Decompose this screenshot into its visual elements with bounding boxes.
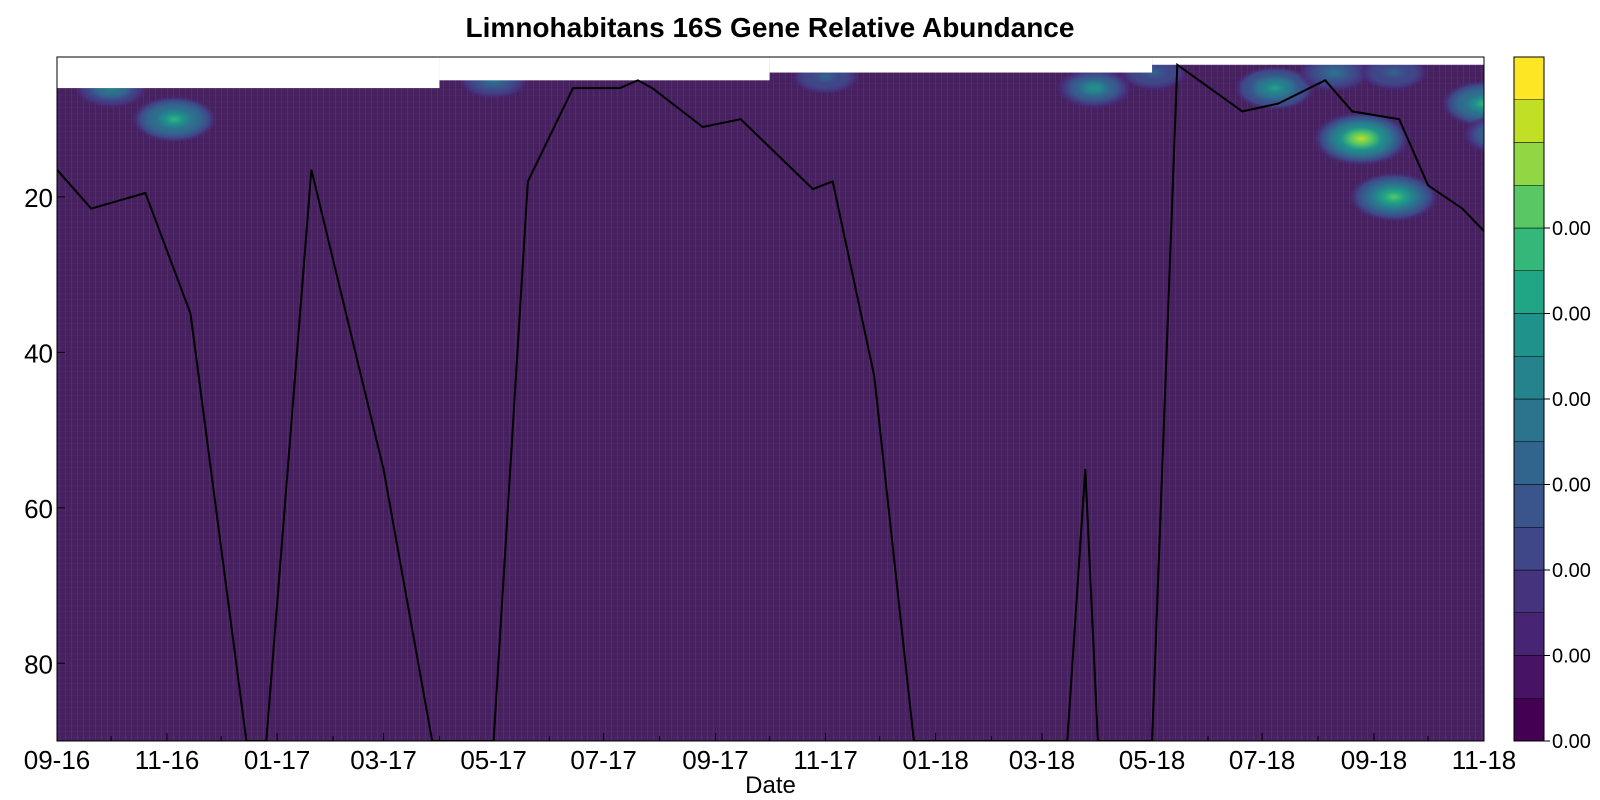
colorbar-segment <box>1513 569 1545 613</box>
colorbar-segment <box>1513 612 1545 656</box>
heatmap-background <box>57 57 1484 741</box>
x-tick-label: 09-17 <box>682 745 749 775</box>
x-tick-label: 07-17 <box>570 745 637 775</box>
colorbar-segment <box>1513 56 1545 100</box>
x-tick-label: 01-18 <box>902 745 969 775</box>
chart-title: Limnohabitans 16S Gene Relative Abundanc… <box>465 12 1075 43</box>
colorbar-segment <box>1513 313 1545 357</box>
heatmap-hotspot <box>1233 65 1316 111</box>
x-tick-label: 03-18 <box>1009 745 1076 775</box>
colorbar-segment <box>1513 185 1545 229</box>
no-data-region <box>57 57 440 89</box>
heatmap-hotspot <box>130 95 218 143</box>
colorbar-segment <box>1513 142 1545 186</box>
x-tick-label: 11-17 <box>793 745 858 775</box>
x-tick-label: 05-18 <box>1119 745 1186 775</box>
colorbar-segment <box>1513 270 1545 314</box>
colorbar-segment <box>1513 227 1545 271</box>
depth-line <box>57 62 1484 741</box>
colorbar-tick-label: 0.00 <box>1552 560 1591 582</box>
heatmap-area <box>57 57 1484 741</box>
colorbar-tick-label: 0.00 <box>1552 731 1591 753</box>
heatmap-hotspot <box>1297 57 1372 93</box>
x-tick-label: 11-18 <box>1452 745 1517 775</box>
x-tick-label: 09-18 <box>1341 745 1408 775</box>
no-data-region <box>769 57 1153 73</box>
x-tick-label: 01-17 <box>244 745 311 775</box>
colorbar-segment <box>1513 356 1545 400</box>
heatmap-hotspot <box>1359 57 1429 91</box>
colorbar-segment <box>1513 698 1545 742</box>
x-tick-label: 09-16 <box>24 745 91 775</box>
colorbar-segment <box>1513 398 1545 442</box>
plot-frame <box>56 56 1485 742</box>
x-axis-label: Date <box>745 772 796 799</box>
y-tick-label: 40 <box>24 338 53 368</box>
colorbar-segment <box>1513 527 1545 571</box>
y-tick-label: 60 <box>24 494 53 524</box>
heatmap-hotspot <box>1348 171 1440 223</box>
colorbar-tick-label: 0.00 <box>1552 646 1591 668</box>
colorbar-segment <box>1513 655 1545 699</box>
colorbar-tick-label: 0.00 <box>1552 475 1591 497</box>
no-data-region <box>439 57 770 81</box>
y-tick-label: 20 <box>24 183 53 213</box>
heatmap-hotspot <box>1461 115 1484 154</box>
colorbar-segment <box>1513 441 1545 485</box>
colorbar-tick-label: 0.00 <box>1552 218 1591 240</box>
heatmap-hotspot <box>1055 67 1134 110</box>
x-tick-label: 11-16 <box>135 745 200 775</box>
x-tick-label: 05-17 <box>460 745 527 775</box>
colorbar-segment <box>1513 484 1545 528</box>
no-data-region <box>1152 57 1484 65</box>
y-tick-label: 80 <box>24 649 53 679</box>
colorbar-tick-label: 0.00 <box>1552 389 1591 411</box>
x-tick-label: 07-18 <box>1229 745 1296 775</box>
colorbar-tick-label: 0.00 <box>1552 304 1591 326</box>
heatmap-hotspot <box>1440 79 1484 128</box>
x-tick-label: 03-17 <box>350 745 417 775</box>
heatmap-hotspot <box>1311 110 1412 167</box>
colorbar-segment <box>1513 99 1545 143</box>
